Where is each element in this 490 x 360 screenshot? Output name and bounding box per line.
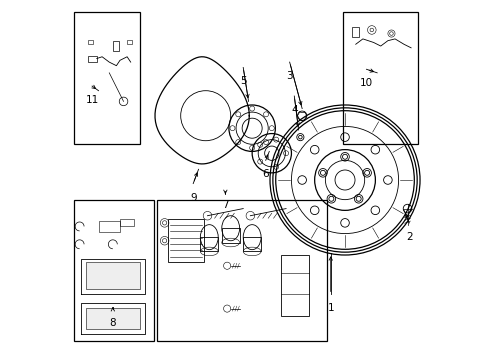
Bar: [120, 219, 134, 226]
Text: 6: 6: [263, 169, 269, 179]
Bar: [243, 237, 261, 251]
Text: 7: 7: [222, 200, 229, 210]
Bar: [113, 41, 119, 51]
Text: 9: 9: [190, 193, 196, 203]
Bar: [157, 200, 327, 341]
Bar: [352, 27, 359, 37]
Bar: [281, 255, 309, 316]
Text: 3: 3: [286, 71, 293, 81]
Text: 11: 11: [85, 95, 98, 105]
Bar: [88, 56, 97, 62]
Bar: [127, 40, 132, 44]
Text: 1: 1: [327, 303, 334, 313]
Text: 5: 5: [240, 76, 246, 86]
Bar: [86, 308, 140, 329]
Text: 8: 8: [110, 318, 116, 328]
Bar: [86, 262, 140, 289]
Text: 4: 4: [291, 105, 297, 115]
Text: 10: 10: [360, 78, 373, 88]
Bar: [74, 200, 154, 341]
Bar: [98, 221, 120, 232]
Bar: [222, 228, 240, 243]
Bar: [88, 40, 93, 44]
Bar: [74, 12, 140, 144]
Text: 2: 2: [406, 232, 413, 242]
Bar: [168, 219, 204, 262]
Bar: [343, 12, 418, 144]
Bar: [200, 237, 218, 251]
